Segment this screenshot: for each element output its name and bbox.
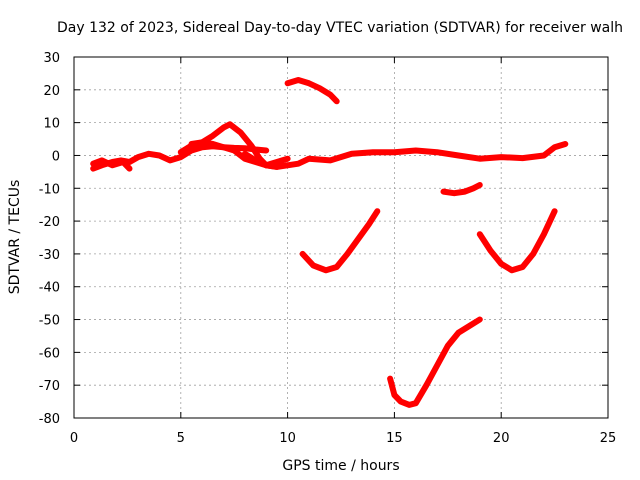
x-tick-label: 10 bbox=[279, 431, 296, 446]
y-tick-label: -60 bbox=[39, 346, 60, 361]
x-tick-label: 0 bbox=[70, 431, 78, 446]
series-group bbox=[90, 77, 569, 408]
series-line-2 bbox=[90, 157, 133, 172]
x-axis-label: GPS time / hours bbox=[282, 458, 399, 474]
y-tick-label: -30 bbox=[39, 248, 60, 263]
y-tick-label: -10 bbox=[39, 182, 60, 197]
series-line-8 bbox=[387, 316, 483, 408]
series-line-9 bbox=[440, 182, 483, 197]
y-tick-label: 30 bbox=[43, 51, 60, 66]
y-tick-label: -80 bbox=[39, 412, 60, 427]
y-axis-label: SDTVAR / TECUs bbox=[7, 180, 23, 295]
series-line-6 bbox=[284, 77, 340, 105]
plot-frame bbox=[73, 56, 609, 419]
y-tick-label: 10 bbox=[43, 117, 60, 132]
y-tick-label: -50 bbox=[39, 314, 60, 329]
x-tick-label: 25 bbox=[600, 431, 617, 446]
y-tick-label: 20 bbox=[43, 84, 60, 99]
series-line-5 bbox=[241, 150, 291, 169]
series-line-7 bbox=[299, 208, 381, 274]
axis-ticks: 0 5 10 15 20 25 30 20 10 0 -10 -20 -30 -40 -50 -60 -70 -8… bbox=[39, 51, 617, 446]
chart-title: Day 132 of 2023, Sidereal Day-to-day VTE… bbox=[57, 20, 623, 36]
y-tick-label: -70 bbox=[39, 379, 60, 394]
y-tick-label: 0 bbox=[52, 149, 60, 164]
x-tick-label: 20 bbox=[493, 431, 510, 446]
grid-lines bbox=[74, 57, 608, 418]
series-line-10 bbox=[476, 208, 558, 274]
x-tick-label: 15 bbox=[386, 431, 403, 446]
x-tick-label: 5 bbox=[177, 431, 185, 446]
series-line-4 bbox=[188, 139, 569, 170]
y-tick-label: -20 bbox=[39, 215, 60, 230]
y-tick-label: -40 bbox=[39, 281, 60, 296]
